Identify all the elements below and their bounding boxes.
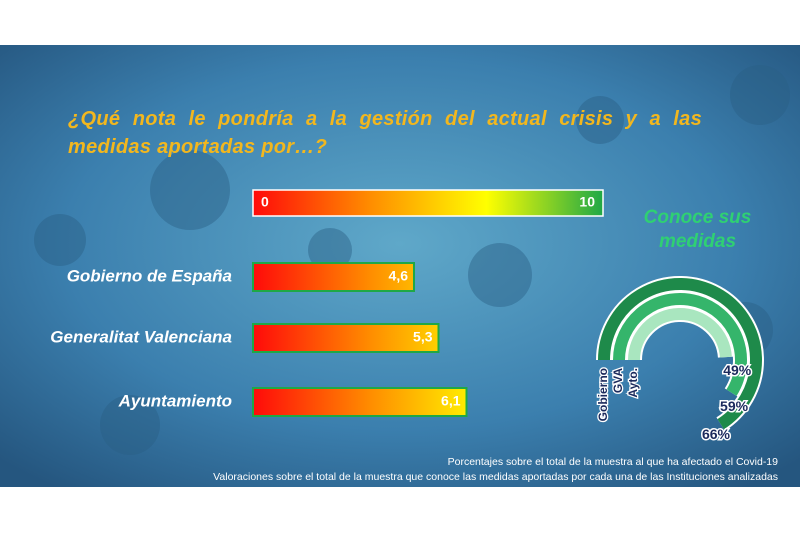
ring-label: Gobierno: [596, 368, 610, 421]
value-label: 66%: [702, 426, 731, 442]
bar: [252, 387, 468, 417]
ring: [598, 278, 762, 430]
ring: [628, 308, 732, 361]
value-label: 59%: [720, 398, 749, 414]
category-label: Generalitat Valenciana: [50, 327, 232, 346]
footnote: Porcentajes sobre el total de la muestra…: [448, 456, 779, 468]
chart-title: ¿Qué nota le pondría a la gestión del ac…: [68, 108, 702, 158]
x-tick-label: 0: [261, 194, 269, 210]
gauge-title: Conoce sus medidas: [643, 207, 752, 252]
ring: [613, 293, 747, 396]
scale-bar: [252, 189, 604, 217]
ring-label: Ayto.: [626, 368, 640, 398]
footnote: Valoraciones sobre el total de la muestr…: [213, 471, 778, 483]
value-label: 6,1: [441, 393, 461, 409]
category-label: Gobierno de España: [67, 266, 232, 285]
x-tick-label: 10: [579, 194, 595, 210]
ring-label: GVA: [611, 368, 625, 393]
bar: [252, 323, 440, 353]
value-label: 49%: [723, 362, 752, 378]
value-label: 5,3: [413, 329, 433, 345]
category-label: Ayuntamiento: [118, 391, 232, 410]
value-label: 4,6: [389, 268, 409, 284]
bar: [252, 262, 415, 292]
